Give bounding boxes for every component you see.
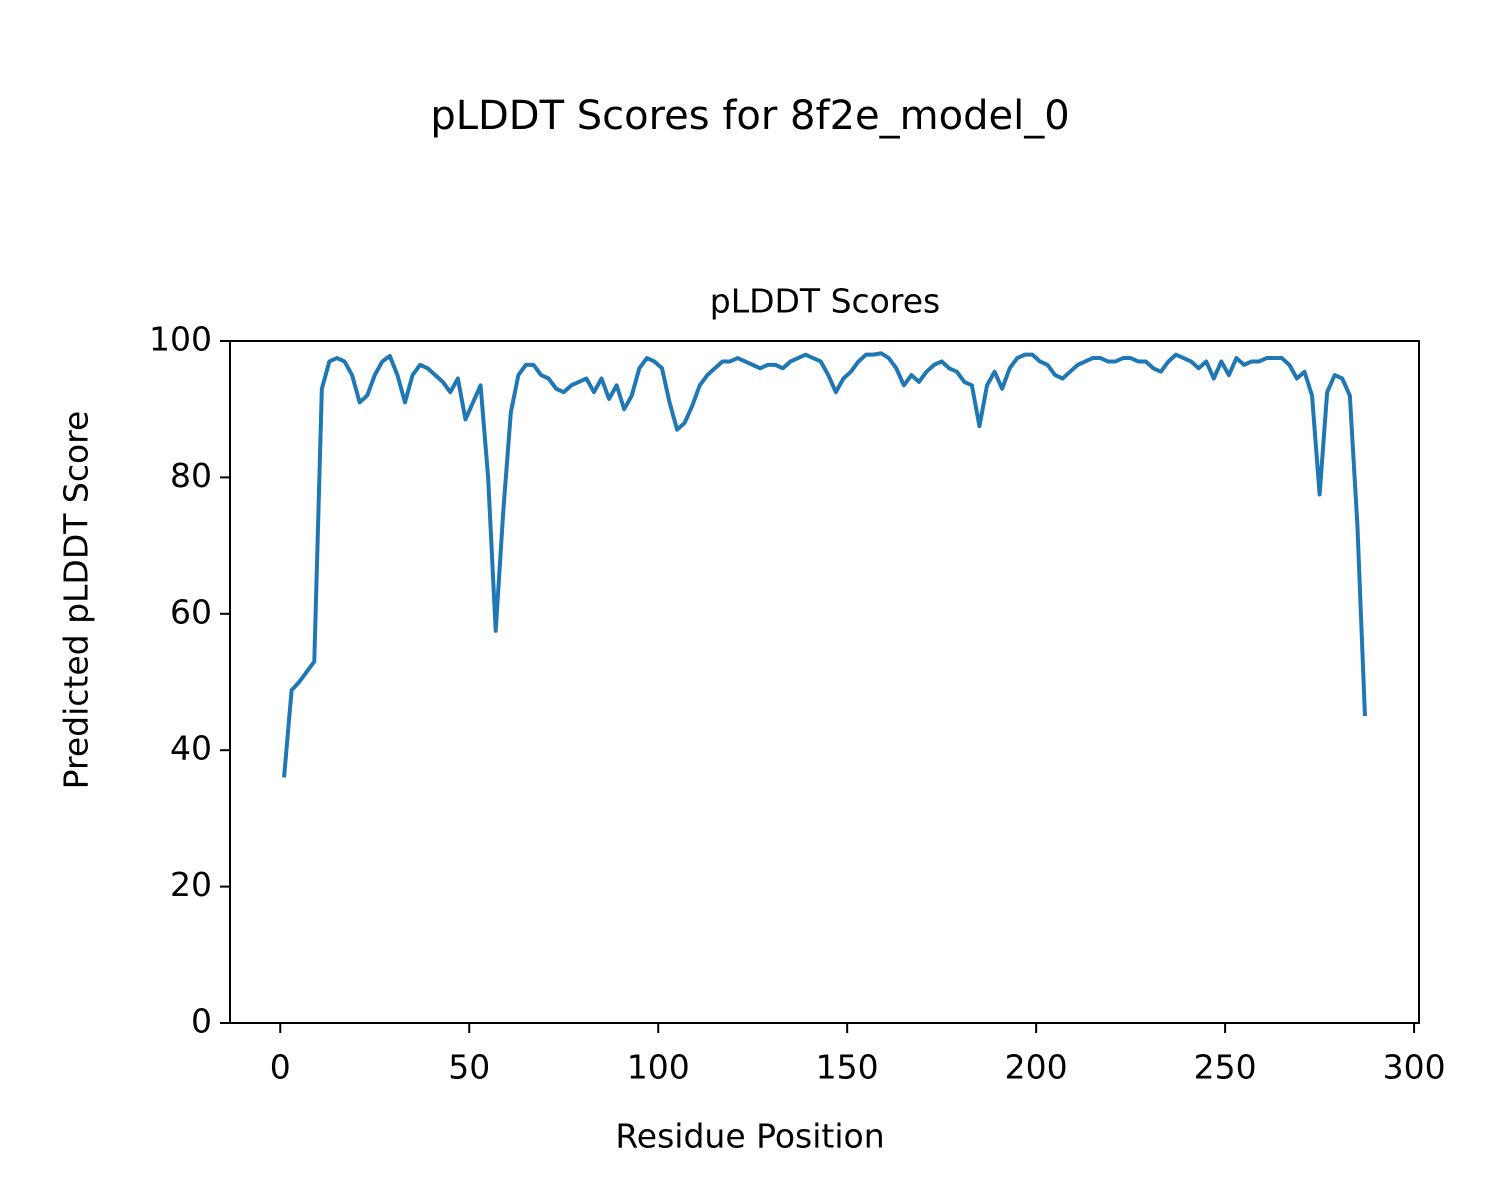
x-tick-label: 300	[1383, 1048, 1446, 1087]
x-tick-label: 150	[816, 1048, 879, 1087]
y-tick-label: 20	[170, 865, 212, 904]
x-tick-label: 250	[1194, 1048, 1257, 1087]
y-tick-label: 0	[191, 1002, 212, 1041]
x-tick-label: 50	[448, 1048, 490, 1087]
y-tick-label: 80	[170, 456, 212, 495]
plot-frame	[229, 340, 1420, 1024]
y-axis-label: Predicted pLDDT Score	[57, 411, 96, 790]
axes-title: pLDDT Scores	[710, 282, 940, 321]
x-tick-label: 0	[270, 1048, 291, 1087]
data-line	[282, 351, 1367, 778]
y-tick-label: 100	[149, 320, 212, 359]
x-axis-label: Residue Position	[615, 1117, 884, 1156]
x-tick-label: 100	[627, 1048, 690, 1087]
y-tick-label: 60	[170, 592, 212, 631]
figure-title: pLDDT Scores for 8f2e_model_0	[430, 93, 1069, 139]
x-tick-label: 200	[1005, 1048, 1068, 1087]
y-tick-label: 40	[170, 729, 212, 768]
